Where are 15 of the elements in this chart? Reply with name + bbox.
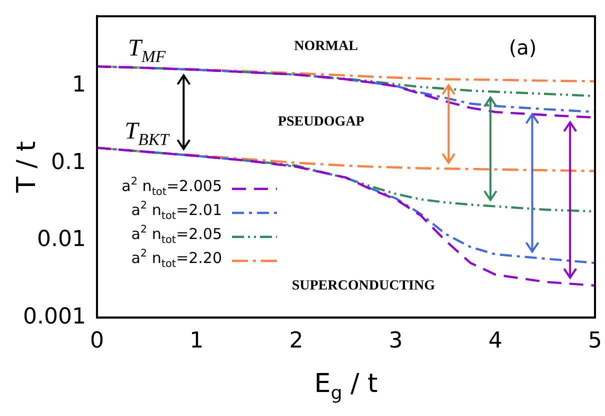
annotation: PSEUDOGAP xyxy=(278,114,365,130)
x-tick-label: 3 xyxy=(388,328,403,354)
annotation: (a) xyxy=(508,36,537,60)
annotation: NORMAL xyxy=(294,38,358,54)
x-tick-label: 5 xyxy=(588,328,602,354)
x-tick-label: 0 xyxy=(90,328,104,354)
x-tick-label: 4 xyxy=(488,328,502,354)
y-tick-label: 0.001 xyxy=(22,304,86,330)
annotation: SUPERCONDUCTING xyxy=(292,278,436,294)
x-tick-label: 1 xyxy=(190,328,204,354)
y-tick-label: 0.1 xyxy=(50,150,86,175)
x-tick-label: 2 xyxy=(289,328,304,354)
y-tick-label: 1 xyxy=(72,72,86,98)
y-axis-title: T / t xyxy=(12,141,42,194)
y-tick-label: 0.01 xyxy=(36,227,86,252)
